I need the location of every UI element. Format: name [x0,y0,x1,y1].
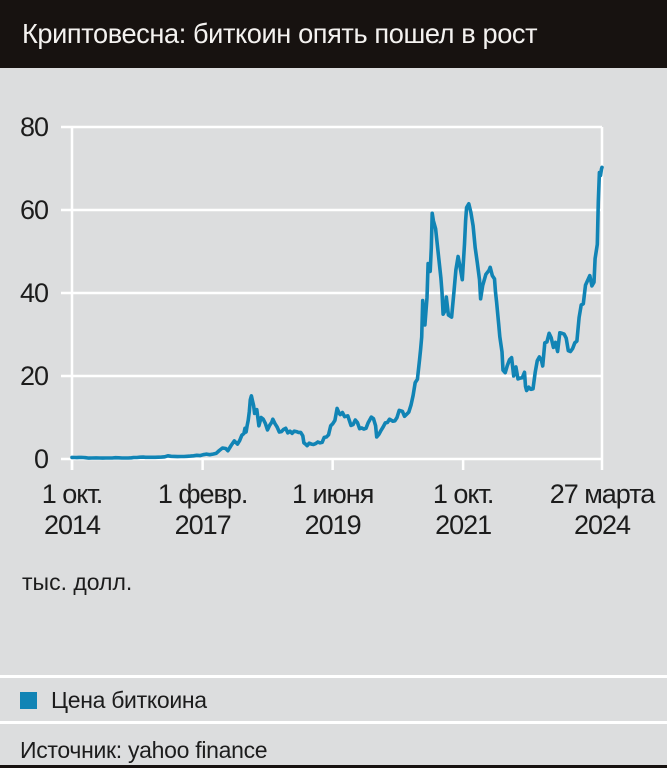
x-tick-date: 1 окт. [41,479,104,509]
legend-color-swatch [20,692,37,709]
bottom-border [0,765,667,768]
x-tick-date: 1 окт. [432,479,495,509]
legend: Цена биткоина [20,687,207,714]
y-axis-unit-label: тыс. долл. [22,569,133,595]
x-tick-year: 2017 [174,510,232,540]
bitcoin-price-line [70,165,604,460]
x-tick-date: 1 июня [291,479,374,509]
x-tick-date: 27 марта [549,479,656,509]
y-axis-tick-label: 60 [19,195,49,225]
x-axis-tick-label: 1 окт. 2021 [393,479,533,541]
separator-line [0,675,667,678]
chart-title: Криптовесна: биткоин опять пошел в рост [22,18,538,49]
x-tick-year: 2019 [304,510,362,540]
source-credit: Источник: yahoo finance [20,737,268,763]
x-axis-tick-label: 1 окт. 2014 [2,479,142,541]
separator-line [0,721,667,724]
x-axis-tick-label: 1 февр. 2017 [133,479,273,541]
x-tick-year: 2024 [573,510,631,540]
y-axis-tick-label: 40 [19,278,49,308]
y-axis-tick-label: 80 [19,112,49,142]
y-axis-tick-label: 0 [33,444,49,474]
title-bar: Криптовесна: биткоин опять пошел в рост [0,0,667,68]
x-tick-date: 1 февр. [157,479,249,509]
legend-label: Цена биткоина [51,687,207,713]
x-axis-tick-label: 1 июня 2019 [263,479,403,541]
x-axis-tick-label: 27 марта 2024 [532,479,667,541]
x-tick-year: 2014 [43,510,101,540]
x-tick-year: 2021 [435,510,492,540]
y-axis-tick-label: 20 [19,361,49,391]
